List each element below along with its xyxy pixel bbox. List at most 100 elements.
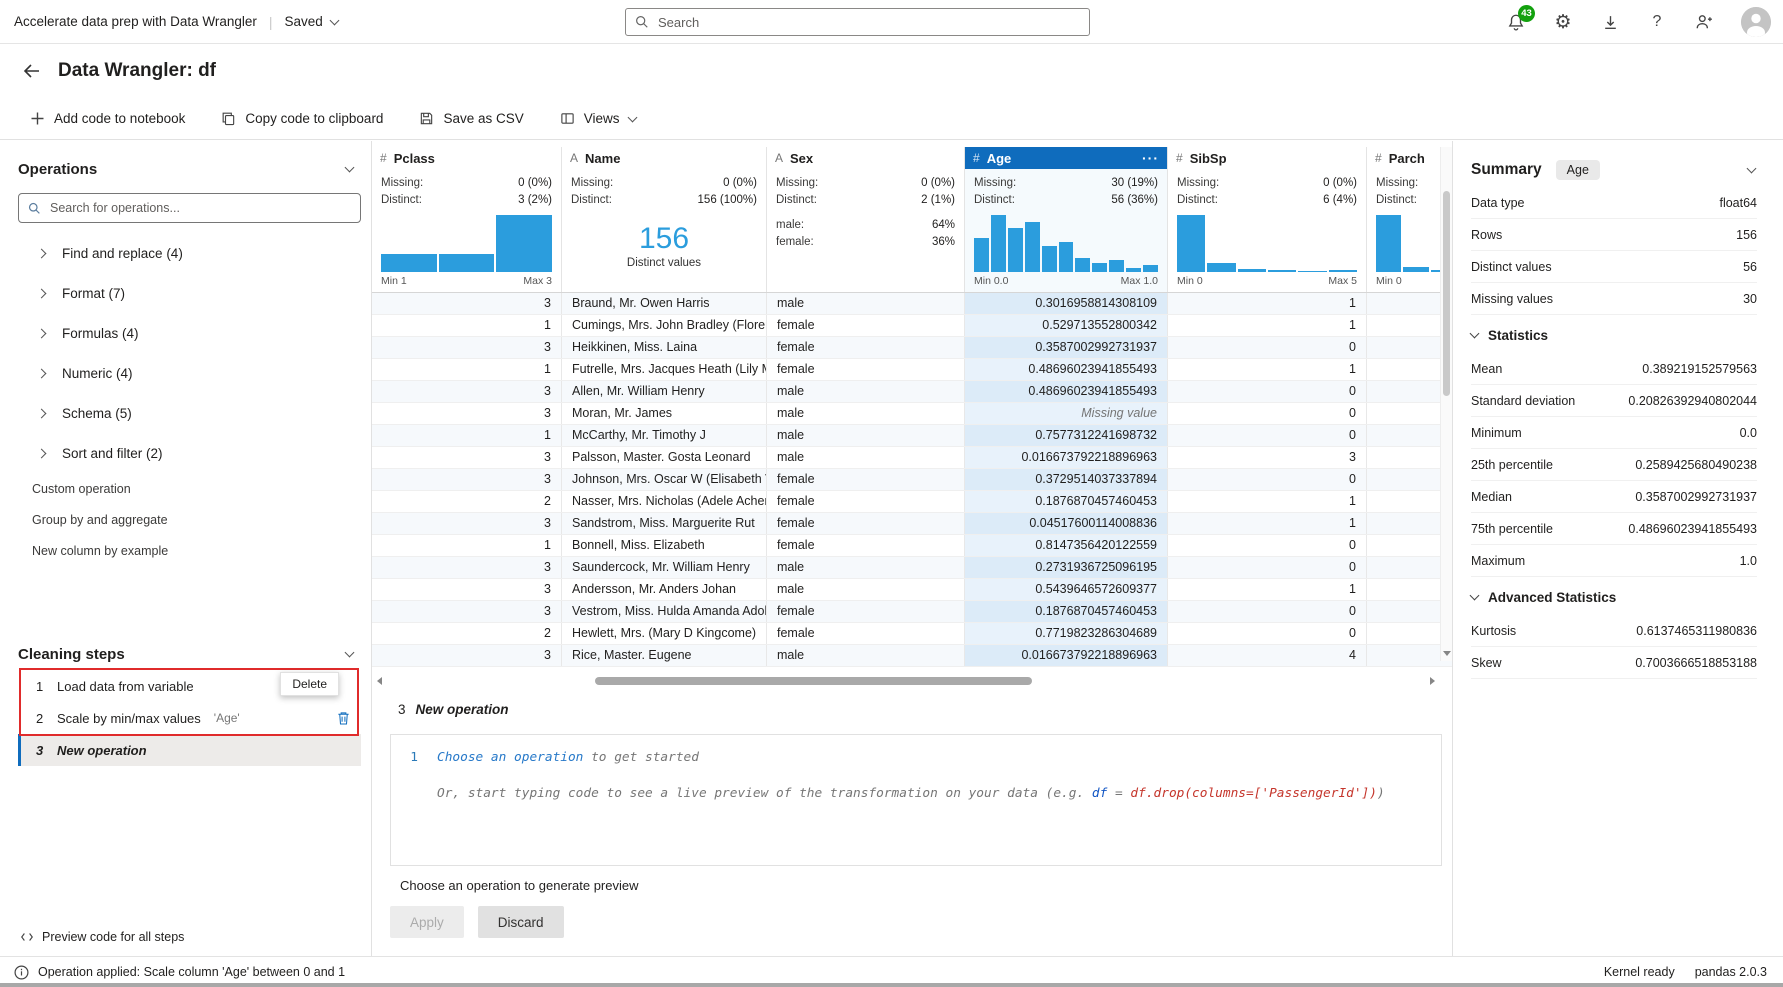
cell-sex[interactable]: male xyxy=(767,579,965,600)
column-header-pclass[interactable]: # Pclass Missing: 0 (0%) Distinct: 3 (2%) Min … xyxy=(372,147,562,292)
column-header-sex[interactable]: A Sex Missing: 0 (0%) Distinct: 2 (1%) male: 64… xyxy=(767,147,965,292)
cell-sibsp[interactable]: 3 xyxy=(1168,447,1367,468)
cell-sex[interactable]: male xyxy=(767,403,965,424)
cell-name[interactable]: Hewlett, Mrs. (Mary D Kingcome) xyxy=(562,623,767,644)
table-row[interactable]: 1 Cumings, Mrs. John Bradley (Florenc fema… xyxy=(372,315,1452,337)
cell-pclass[interactable]: 3 xyxy=(372,645,562,666)
discard-button[interactable]: Discard xyxy=(477,906,564,938)
cell-sibsp[interactable]: 0 xyxy=(1168,535,1367,556)
cell-parch[interactable] xyxy=(1367,645,1440,666)
cell-sex[interactable]: male xyxy=(767,293,965,314)
cell-sibsp[interactable]: 0 xyxy=(1168,403,1367,424)
cell-name[interactable]: Rice, Master. Eugene xyxy=(562,645,767,666)
cell-pclass[interactable]: 3 xyxy=(372,469,562,490)
cell-sibsp[interactable]: 1 xyxy=(1168,491,1367,512)
cell-pclass[interactable]: 1 xyxy=(372,359,562,380)
cell-pclass[interactable]: 1 xyxy=(372,315,562,336)
table-row[interactable]: 3 Palsson, Master. Gosta Leonard male 0.016… xyxy=(372,447,1452,469)
table-row[interactable]: 3 Johnson, Mrs. Oscar W (Elisabeth Vil fem… xyxy=(372,469,1452,491)
horizontal-scrollbar[interactable] xyxy=(372,674,1440,688)
operation-group[interactable]: Formulas (4) xyxy=(18,313,361,353)
table-row[interactable]: 1 Bonnell, Miss. Elizabeth female 0.8147356… xyxy=(372,535,1452,557)
statistics-section-header[interactable]: Statistics xyxy=(1469,317,1757,353)
table-row[interactable]: 3 Rice, Master. Eugene male 0.0166737922188… xyxy=(372,645,1452,667)
cell-parch[interactable] xyxy=(1367,557,1440,578)
column-more-options-icon[interactable]: ··· xyxy=(1142,150,1159,166)
cell-sibsp[interactable]: 0 xyxy=(1168,623,1367,644)
cell-sibsp[interactable]: 0 xyxy=(1168,425,1367,446)
cell-name[interactable]: Sandstrom, Miss. Marguerite Rut xyxy=(562,513,767,534)
cell-age[interactable]: 0.016673792218896963 xyxy=(965,645,1168,666)
cell-name[interactable]: Vestrom, Miss. Hulda Amanda Adolf xyxy=(562,601,767,622)
operations-search-input[interactable] xyxy=(48,200,351,216)
cell-age[interactable]: Missing value xyxy=(965,403,1168,424)
cell-pclass[interactable]: 3 xyxy=(372,403,562,424)
scroll-right-arrow-icon[interactable] xyxy=(1430,677,1435,685)
table-row[interactable]: 3 Moran, Mr. James male Missing value 0 xyxy=(372,403,1452,425)
cell-sibsp[interactable]: 1 xyxy=(1168,293,1367,314)
cell-sex[interactable]: female xyxy=(767,601,965,622)
advanced-statistics-section-header[interactable]: Advanced Statistics xyxy=(1469,579,1757,615)
share-person-icon[interactable] xyxy=(1694,12,1714,32)
cell-age[interactable]: 0.016673792218896963 xyxy=(965,447,1168,468)
scroll-down-arrow-icon[interactable] xyxy=(1443,651,1451,656)
saved-dropdown[interactable]: Saved xyxy=(285,14,340,29)
cell-pclass[interactable]: 2 xyxy=(372,623,562,644)
table-row[interactable]: 3 Heikkinen, Miss. Laina female 0.358700299… xyxy=(372,337,1452,359)
cell-age[interactable]: 0.3587002992731937 xyxy=(965,337,1168,358)
cell-sex[interactable]: female xyxy=(767,315,965,336)
cell-age[interactable]: 0.48696023941855493 xyxy=(965,359,1168,380)
cell-pclass[interactable]: 3 xyxy=(372,513,562,534)
cell-parch[interactable] xyxy=(1367,403,1440,424)
cell-sibsp[interactable]: 0 xyxy=(1168,381,1367,402)
cell-name[interactable]: Heikkinen, Miss. Laina xyxy=(562,337,767,358)
apply-button[interactable]: Apply xyxy=(390,906,464,938)
cell-name[interactable]: Nasser, Mrs. Nicholas (Adele Achem xyxy=(562,491,767,512)
cell-age[interactable]: 0.8147356420122559 xyxy=(965,535,1168,556)
operation-link[interactable]: Group by and aggregate xyxy=(32,512,168,527)
choose-operation-link[interactable]: Choose an operation xyxy=(437,750,584,765)
cell-parch[interactable] xyxy=(1367,381,1440,402)
table-row[interactable]: 3 Sandstrom, Miss. Marguerite Rut female 0.… xyxy=(372,513,1452,535)
operation-group[interactable]: Numeric (4) xyxy=(18,353,361,393)
cell-pclass[interactable]: 3 xyxy=(372,293,562,314)
table-row[interactable]: 3 Andersson, Mr. Anders Johan male 0.543964… xyxy=(372,579,1452,601)
column-header-age[interactable]: # Age ··· Missing: 30 (19%) Distinct: 56 (36%)… xyxy=(965,147,1168,292)
cell-name[interactable]: Futrelle, Mrs. Jacques Heath (Lily Ma xyxy=(562,359,767,380)
back-arrow-button[interactable] xyxy=(22,61,42,81)
preview-code-all-steps-link[interactable]: Preview code for all steps xyxy=(20,930,184,944)
download-icon[interactable] xyxy=(1600,12,1620,32)
cell-name[interactable]: Allen, Mr. William Henry xyxy=(562,381,767,402)
cell-age[interactable]: 0.1876870457460453 xyxy=(965,491,1168,512)
cell-name[interactable]: Johnson, Mrs. Oscar W (Elisabeth Vil xyxy=(562,469,767,490)
cell-name[interactable]: Braund, Mr. Owen Harris xyxy=(562,293,767,314)
operation-link[interactable]: Custom operation xyxy=(32,481,131,496)
cell-pclass[interactable]: 3 xyxy=(372,337,562,358)
cell-parch[interactable] xyxy=(1367,469,1440,490)
column-header-sibsp[interactable]: # SibSp Missing: 0 (0%) Distinct: 6 (4%) Min 0… xyxy=(1168,147,1367,292)
help-icon[interactable]: ? xyxy=(1652,13,1662,30)
cell-parch[interactable] xyxy=(1367,535,1440,556)
cell-name[interactable]: Moran, Mr. James xyxy=(562,403,767,424)
cell-name[interactable]: Bonnell, Miss. Elizabeth xyxy=(562,535,767,556)
operation-link[interactable]: New column by example xyxy=(32,543,169,558)
cell-parch[interactable] xyxy=(1367,579,1440,600)
delete-step-trash-icon[interactable] xyxy=(336,710,351,726)
chevron-down-icon[interactable] xyxy=(1746,163,1757,174)
cell-sex[interactable]: female xyxy=(767,623,965,644)
cleaning-steps-section-header[interactable]: Cleaning steps xyxy=(18,638,361,670)
cell-name[interactable]: McCarthy, Mr. Timothy J xyxy=(562,425,767,446)
cell-age[interactable]: 0.3016958814308109 xyxy=(965,293,1168,314)
cell-pclass[interactable]: 3 xyxy=(372,579,562,600)
cell-sex[interactable]: female xyxy=(767,513,965,534)
operations-section-header[interactable]: Operations xyxy=(18,153,361,185)
cell-sibsp[interactable]: 0 xyxy=(1168,337,1367,358)
cell-sibsp[interactable]: 1 xyxy=(1168,359,1367,380)
vertical-scrollbar-thumb[interactable] xyxy=(1443,191,1450,396)
cell-sex[interactable]: male xyxy=(767,447,965,468)
table-row[interactable]: 2 Nasser, Mrs. Nicholas (Adele Achem femal… xyxy=(372,491,1452,513)
cell-sibsp[interactable]: 1 xyxy=(1168,579,1367,600)
cell-name[interactable]: Saundercock, Mr. William Henry xyxy=(562,557,767,578)
cell-sex[interactable]: male xyxy=(767,381,965,402)
